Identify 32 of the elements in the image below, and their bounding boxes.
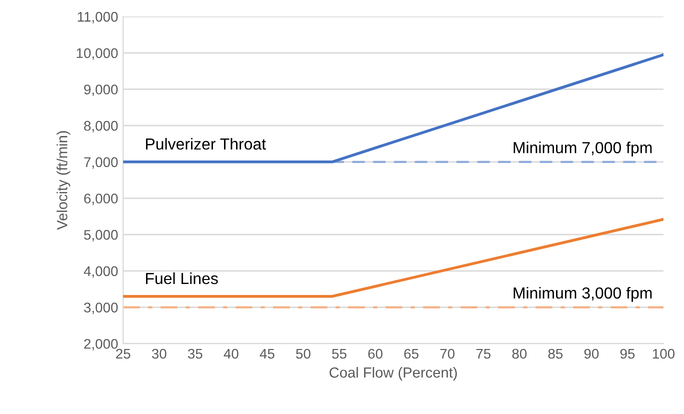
y-tick-label: 9,000 [84, 84, 118, 96]
y-axis-title: Velocity (ft/min) [56, 131, 70, 230]
x-tick-label: 50 [296, 348, 310, 359]
y-tick-label: 4,000 [84, 266, 118, 278]
x-tick-label: 35 [188, 348, 202, 359]
x-tick-label: 65 [404, 348, 418, 359]
y-tick-label: 7,000 [84, 157, 118, 169]
x-tick-label: 80 [512, 348, 527, 359]
y-tick-label: 2,000 [84, 338, 118, 350]
x-tick-label: 60 [368, 348, 382, 359]
y-tick-label: 11,000 [78, 12, 118, 24]
y-tick-label: 8,000 [84, 120, 118, 132]
x-tick-label: 30 [152, 348, 166, 359]
ref-line-label: Minimum 3,000 fpm [514, 286, 652, 302]
x-tick-label: 95 [620, 348, 635, 359]
x-tick-label: 70 [440, 348, 455, 359]
x-tick-label: 55 [332, 348, 346, 359]
x-tick-label: 100 [652, 348, 675, 359]
y-tick-label: 10,000 [76, 48, 118, 60]
y-tick-label: 3,000 [84, 302, 118, 314]
x-axis-title: Coal Flow (Percent) [330, 366, 457, 381]
y-tick-label: 6,000 [84, 194, 118, 206]
x-tick-label: 75 [476, 348, 491, 359]
series-label: Fuel Lines [146, 272, 218, 284]
series-label: Pulverizer Throat [146, 138, 266, 150]
x-tick-label: 25 [116, 348, 130, 359]
y-tick-label: 5,000 [84, 230, 118, 242]
ref-line-label: Minimum 7,000 fpm [514, 142, 652, 156]
x-tick-label: 85 [548, 348, 563, 359]
x-tick-label: 40 [224, 348, 238, 359]
x-tick-label: 90 [584, 348, 599, 359]
x-tick-label: 45 [260, 348, 274, 359]
